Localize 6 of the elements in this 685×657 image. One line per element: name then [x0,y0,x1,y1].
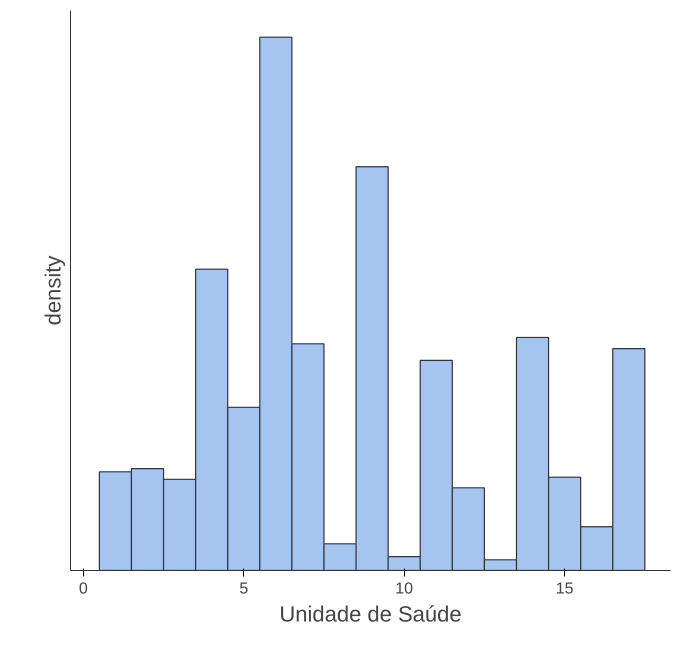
x-tick-label: 0 [78,580,88,598]
x-tick-label: 5 [239,580,248,598]
x-axis-title: Unidade de Saúde [279,602,462,626]
x-tick-label: 15 [556,580,574,598]
x-tick-label: 10 [395,580,414,598]
y-axis-title: density [40,256,66,326]
